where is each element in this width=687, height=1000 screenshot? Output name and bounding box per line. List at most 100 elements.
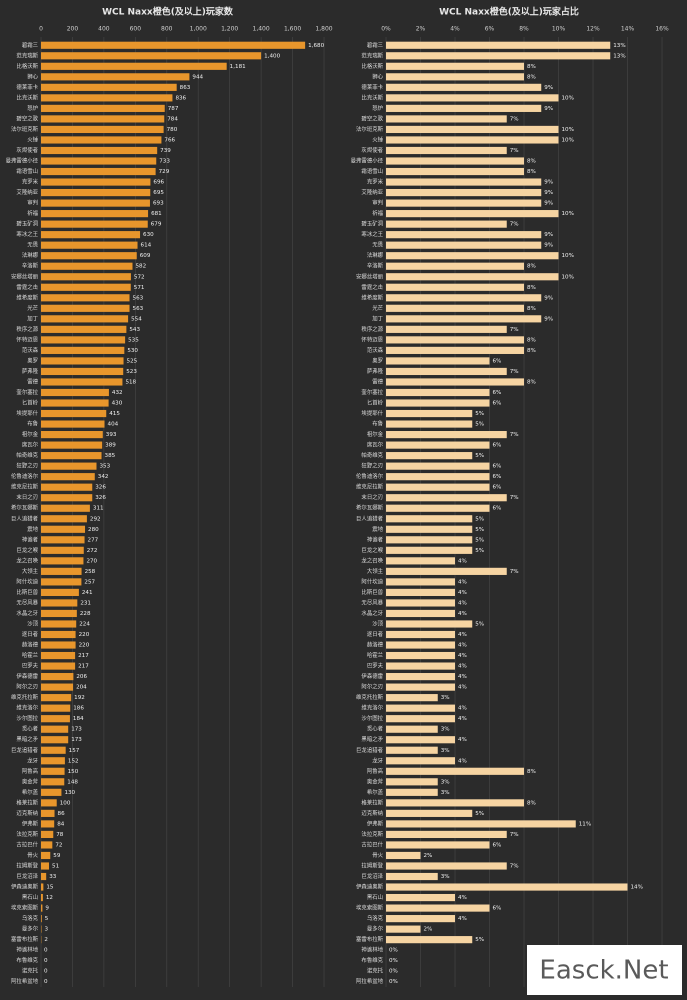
category-label: 加丁 — [27, 314, 38, 322]
value-label: 389 — [105, 443, 116, 449]
category-label: 法尔班克斯 — [11, 125, 39, 133]
value-label: 7% — [510, 495, 519, 501]
value-label: 4% — [458, 916, 467, 922]
value-label: 72 — [55, 842, 62, 848]
category-label: 安娜丝塔丽 — [356, 272, 384, 280]
bar — [41, 304, 130, 312]
value-label: 8% — [527, 800, 536, 806]
value-label: 14% — [631, 885, 643, 891]
value-label: 8% — [527, 337, 536, 343]
category-label: 范克瑞斯 — [361, 51, 383, 59]
x-tick-label: 16% — [655, 26, 669, 33]
category-label: 伊森迪奥斯 — [11, 883, 39, 891]
category-label: 范沃森 — [22, 346, 39, 354]
value-label: 766 — [164, 137, 175, 143]
value-label: 192 — [74, 695, 85, 701]
value-label: 8% — [527, 64, 536, 70]
value-label: 7% — [510, 148, 519, 154]
value-label: 7% — [510, 222, 519, 228]
value-label: 3% — [441, 695, 450, 701]
category-label: 狮心 — [372, 72, 383, 80]
value-label: 430 — [112, 401, 123, 407]
value-label: 8% — [527, 769, 536, 775]
value-label: 5% — [475, 422, 484, 428]
bar — [41, 651, 76, 660]
category-label: 火锤 — [372, 135, 383, 143]
bar — [386, 820, 576, 828]
category-label: 伊森迪奥斯 — [356, 883, 384, 891]
bar — [41, 630, 76, 639]
x-tick-label: 2% — [416, 26, 426, 33]
bar — [386, 862, 507, 870]
bar — [386, 683, 455, 691]
bar — [386, 609, 455, 618]
category-label: 哈霍兰 — [22, 651, 39, 659]
bar — [386, 262, 524, 270]
value-label: 292 — [90, 516, 101, 522]
value-label: 525 — [127, 358, 138, 364]
value-label: 12 — [46, 895, 53, 901]
bar — [41, 315, 129, 323]
category-label: 萨弗隆 — [22, 367, 39, 375]
value-label: 258 — [85, 569, 96, 575]
x-tick-label: 8% — [519, 26, 529, 33]
bar — [386, 620, 473, 628]
category-label: 匕首岭 — [367, 399, 384, 407]
bar — [386, 641, 455, 649]
category-label: 比克沃斯 — [16, 93, 38, 101]
value-label: 554 — [131, 316, 142, 322]
value-label: 9 — [45, 906, 49, 912]
bar — [386, 872, 438, 881]
value-label: 224 — [79, 621, 90, 627]
x-tick-label: 12% — [586, 26, 600, 33]
bar — [41, 588, 79, 596]
value-label: 277 — [88, 537, 99, 543]
value-label: 432 — [112, 390, 123, 396]
bar — [386, 536, 473, 544]
category-label: 奥金斧 — [22, 777, 39, 785]
category-label: 维克洛尔 — [361, 704, 383, 712]
category-label: 怀特迈恩 — [361, 335, 383, 343]
category-label: 黑暗之矛 — [361, 735, 383, 743]
value-label: 217 — [78, 664, 89, 670]
category-label: 维希度斯 — [361, 293, 383, 301]
bar — [386, 420, 473, 428]
bar — [41, 483, 93, 491]
x-tick-label: 600 — [130, 26, 142, 33]
bar — [386, 94, 559, 102]
bar — [386, 431, 507, 439]
bar — [386, 104, 542, 112]
bar — [386, 767, 524, 775]
value-label: 5% — [475, 937, 484, 943]
bar — [41, 157, 157, 165]
category-label: 诺克托 — [22, 967, 39, 975]
bar — [41, 736, 69, 744]
value-label: 5% — [475, 621, 484, 627]
value-label: 8% — [527, 169, 536, 175]
category-label: 碧空之歌 — [361, 114, 383, 122]
bar — [41, 904, 43, 912]
value-label: 780 — [167, 127, 178, 133]
value-label: 679 — [151, 222, 162, 228]
category-label: 火锤 — [27, 135, 38, 143]
category-label: 秩序之源 — [16, 325, 38, 333]
category-label: 碧空之歌 — [16, 114, 38, 122]
bar — [41, 830, 54, 839]
category-label: 龙牙 — [27, 756, 38, 764]
category-label: 霜语雪山 — [361, 167, 383, 175]
value-label: 184 — [73, 716, 84, 722]
bar — [386, 388, 490, 397]
bar — [41, 336, 126, 344]
bar — [386, 188, 542, 197]
category-label: 怀特迈恩 — [16, 335, 38, 343]
value-label: 9% — [544, 201, 553, 207]
bar — [41, 893, 43, 902]
category-label: 比格沃斯 — [361, 62, 383, 70]
value-label: 523 — [126, 369, 137, 375]
x-tick-label: 4% — [450, 26, 460, 33]
value-label: 0 — [44, 979, 48, 985]
value-label: 3 — [44, 927, 48, 933]
bar — [41, 188, 151, 197]
category-label: 比斯巨兽 — [16, 588, 38, 596]
